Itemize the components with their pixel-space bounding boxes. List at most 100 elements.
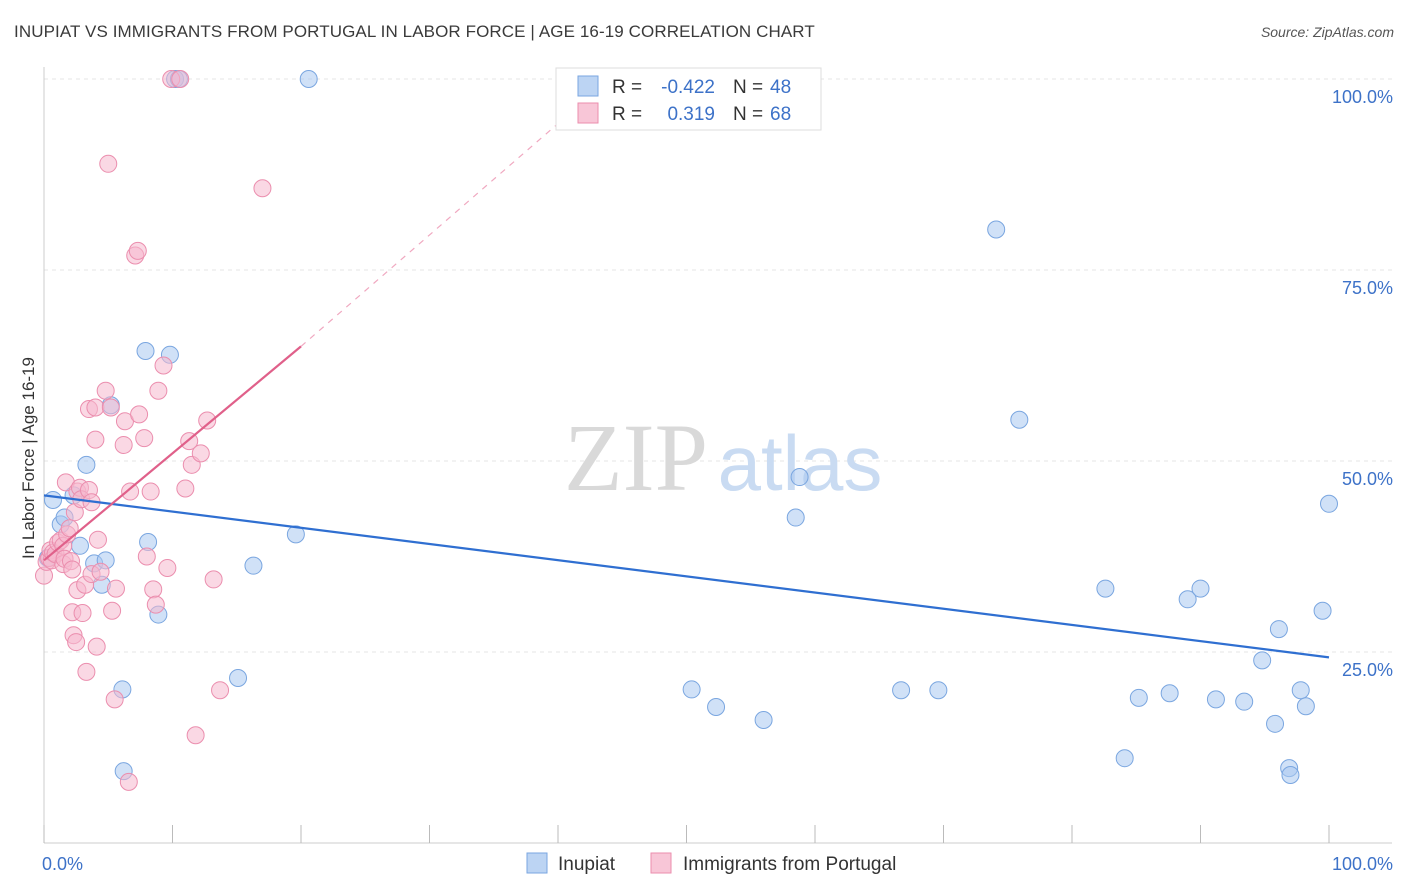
chart-title: INUPIAT VS IMMIGRANTS FROM PORTUGAL IN L… [14,22,815,41]
portugal-point-59 [171,70,190,88]
inupiat-point-20 [244,556,263,575]
legend-swatch-inupiat [577,75,599,97]
portugal-point-39 [101,398,120,417]
inupiat-point-32 [1096,579,1115,598]
legend-n-label-0: N = [733,77,763,98]
y-axis-label: In Labor Force | Age 16-19 [19,357,38,559]
legend-n-label-1: N = [733,104,763,125]
inupiat-point-44 [1281,766,1300,785]
portugal-point-45 [119,772,138,791]
inupiat-point-39 [1235,692,1254,711]
inupiat-point-24 [707,698,726,717]
inupiat-point-27 [790,468,809,487]
inupiat-point-28 [892,681,911,700]
portugal-point-40 [103,601,122,620]
inupiat-point-41 [1266,714,1285,733]
inupiat-point-35 [1160,684,1179,703]
legend-swatch-portugal [577,102,599,124]
portugal-point-56 [154,356,173,375]
portugal-point-66 [204,570,223,589]
inupiat-point-46 [1296,697,1315,716]
inupiat-point-30 [987,220,1006,239]
inupiat-point-6 [77,455,96,474]
watermark: ZIP atlas [564,404,882,511]
portugal-point-64 [191,444,210,463]
watermark-zip: ZIP [564,404,708,511]
inupiat-point-31 [1010,410,1029,429]
portugal-point-48 [128,241,147,260]
portugal-point-33 [86,398,105,417]
portugal-point-16 [63,560,82,579]
chart-source: Source: ZipAtlas.com [1260,24,1394,40]
portugal-point-52 [141,482,160,501]
bottom-legend-swatch-portugal [650,852,672,874]
legend-n-value-1: 68 [770,104,791,125]
stats-legend: R = -0.422 N = 48 R = 0.319 N = 68 [555,67,822,131]
inupiat-point-13 [136,341,155,360]
inupiat-point-25 [754,710,773,729]
portugal-point-27 [77,662,96,681]
series-portugal-points [35,70,272,791]
y-tick-label-50: 50.0% [1342,469,1393,489]
y-tick-label-75: 75.0% [1342,278,1393,298]
legend-r-value-0: -0.422 [661,77,715,98]
tick-labels: 25.0% 50.0% 75.0% 100.0% 0.0% 100.0% [42,87,1393,874]
portugal-point-32 [86,430,105,449]
inupiat-point-19 [229,668,248,687]
portugal-point-53 [144,580,163,599]
portugal-point-51 [137,547,156,566]
y-tick-label-100: 100.0% [1332,87,1393,107]
portugal-point-44 [114,435,133,454]
inupiat-point-38 [1206,690,1225,709]
trend-lines [43,78,1330,659]
portugal-point-68 [253,179,272,198]
portugal-point-42 [106,579,125,598]
legend-r-label-0: R = [612,77,642,98]
portugal-point-36 [91,562,110,581]
portugal-point-63 [186,726,205,745]
inupiat-point-40 [1253,651,1272,670]
portugal-point-35 [88,530,107,549]
portugal-point-60 [176,479,195,498]
x-tick-label-max: 100.0% [1332,854,1393,874]
axes [43,67,1392,844]
portugal-point-65 [198,411,217,430]
portugal-point-14 [60,519,79,538]
inupiat-point-34 [1129,688,1148,707]
portugal-point-41 [105,690,124,709]
bottom-legend-portugal: Immigrants from Portugal [683,854,896,875]
inupiat-point-26 [786,508,805,527]
watermark-atlas: atlas [718,419,883,507]
inupiat-point-23 [682,680,701,699]
legend-n-value-0: 48 [770,77,791,98]
inupiat-point-47 [1313,601,1332,620]
inupiat-point-33 [1115,749,1134,768]
inupiat-point-45 [1291,681,1310,700]
portugal-point-46 [121,482,140,501]
series-legend: Inupiat Immigrants from Portugal [526,852,896,875]
inupiat-point-22 [299,70,318,88]
portugal-point-50 [135,429,154,448]
portugal-point-49 [130,405,149,424]
portugal-point-67 [211,681,230,700]
portugal-point-37 [96,381,115,400]
bottom-legend-inupiat: Inupiat [558,854,616,875]
bottom-legend-swatch-inupiat [526,852,548,874]
gridlines [44,78,1392,653]
legend-r-value-1: 0.319 [667,104,715,125]
inupiat-point-37 [1191,579,1210,598]
portugal-trend-line [43,345,302,562]
portugal-point-57 [158,558,177,577]
portugal-point-54 [146,595,165,614]
portugal-point-55 [149,381,168,400]
legend-r-label-1: R = [612,104,642,125]
inupiat-point-21 [286,525,305,544]
inupiat-point-1 [43,490,62,509]
x-tick-label-min: 0.0% [42,854,83,874]
portugal-point-38 [99,154,118,173]
portugal-point-34 [87,637,106,656]
portugal-point-20 [67,633,86,652]
inupiat-point-29 [929,681,948,700]
portugal-point-25 [73,604,92,623]
